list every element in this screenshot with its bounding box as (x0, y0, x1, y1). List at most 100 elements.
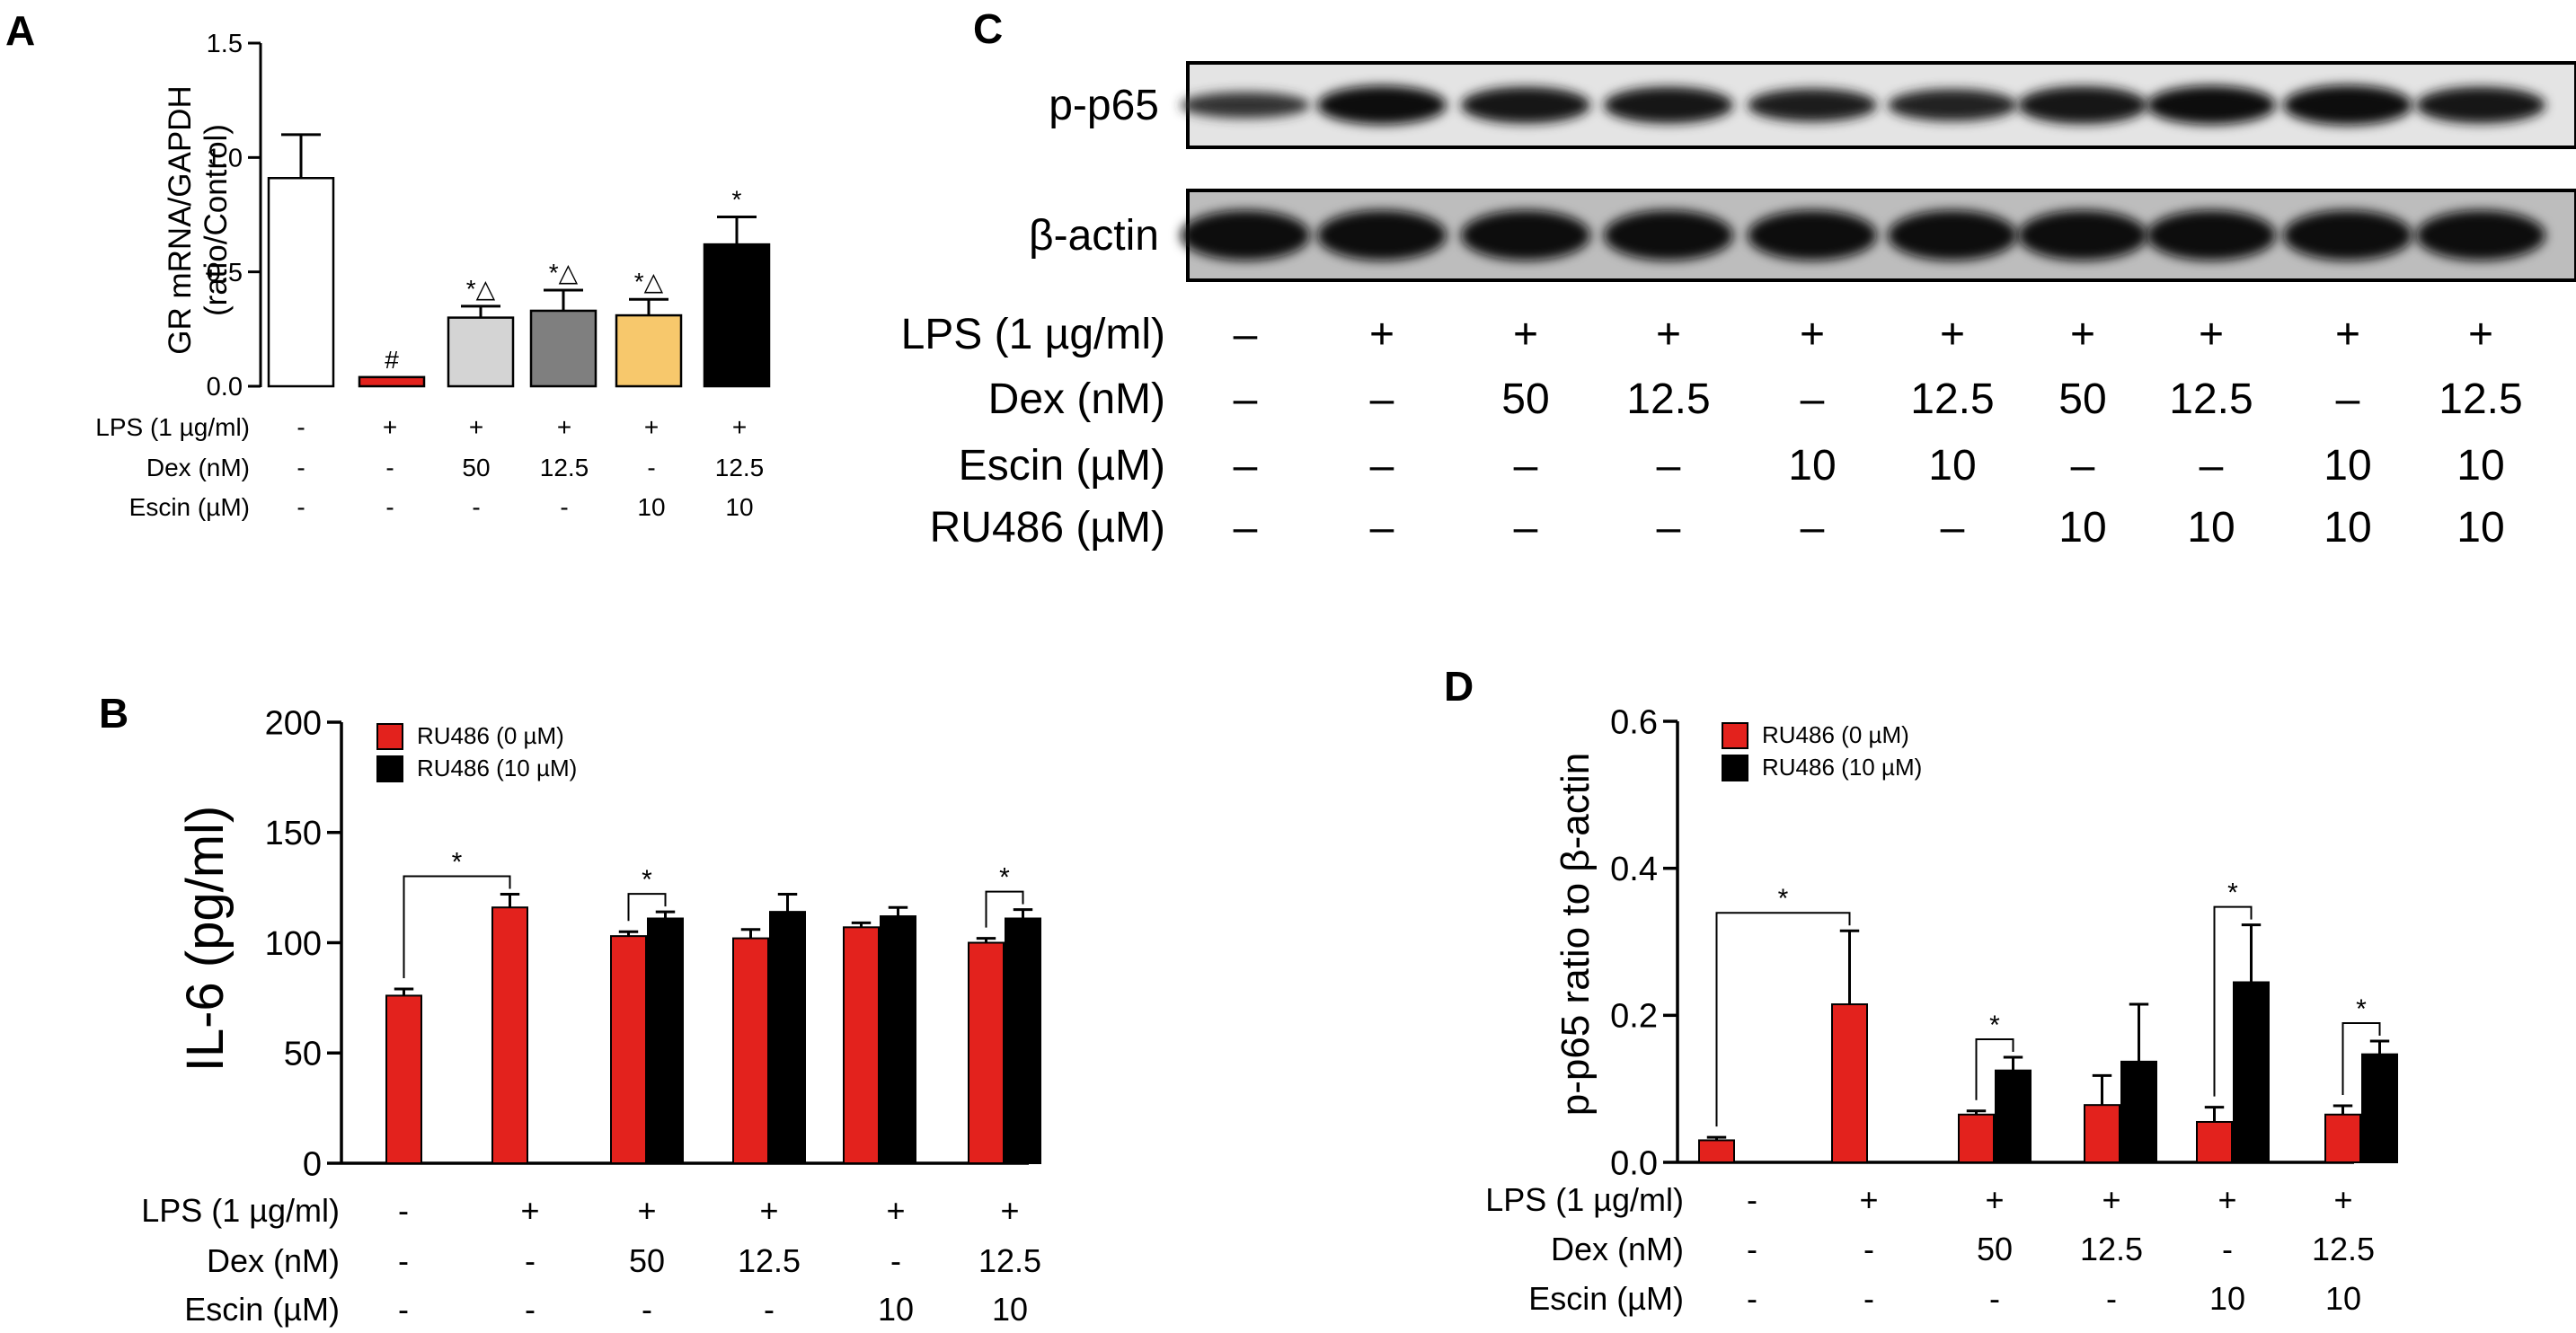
legend-label: RU486 (0 µM) (417, 722, 564, 749)
condition-value: 12.5 (2169, 375, 2253, 423)
condition-value: – (2336, 375, 2360, 423)
significance-mark: * (452, 847, 463, 877)
condition-value: 10 (2324, 504, 2371, 552)
condition-label: Dex (nM) (146, 454, 250, 481)
condition-value: - (560, 493, 568, 521)
condition-value: + (2468, 311, 2493, 358)
condition-value: + (1859, 1181, 1878, 1218)
western-blot-c: p-p65 β-actin LPS (1 µg/ml) – + + + + + + + + + Dex (… (901, 61, 2576, 552)
significance-mark: *△ (634, 268, 664, 296)
condition-value: – (1370, 504, 1394, 552)
condition-value: - (642, 1291, 652, 1328)
legend-swatch (376, 723, 403, 750)
legend-label: RU486 (10 µM) (1762, 754, 1922, 781)
condition-value: – (1801, 504, 1825, 552)
condition-value: 12.5 (978, 1242, 1041, 1279)
significance-mark: * (2356, 994, 2367, 1024)
significance-bracket (985, 890, 1024, 928)
bar (385, 994, 422, 1165)
condition-value: + (469, 413, 483, 441)
chart-a-gr-mrna: 0.0 0.5 1.0 1.5 # *△ *△ *△ * GR mRNA/GAPDH (ratio/… (95, 30, 771, 521)
bar (2120, 1060, 2157, 1163)
y-tick-label: 1.5 (207, 30, 243, 58)
condition-label: Escin (µM) (1528, 1280, 1684, 1317)
condition-value: – (1370, 375, 1394, 423)
condition-value: - (764, 1291, 775, 1328)
condition-value: + (2335, 311, 2360, 358)
blot-band (2416, 210, 2545, 260)
condition-value: - (2222, 1231, 2233, 1267)
condition-value: 12.5 (738, 1242, 801, 1279)
condition-value: - (525, 1242, 536, 1279)
condition-value: + (2217, 1181, 2236, 1218)
condition-value: 10 (725, 493, 753, 521)
blot-band (1604, 86, 1733, 124)
condition-value: – (1234, 375, 1258, 423)
blot-band (1888, 89, 2017, 121)
condition-value: - (1863, 1280, 1874, 1317)
condition-value: 10 (1928, 442, 1976, 490)
significance-mark: *△ (466, 275, 496, 303)
condition-value: - (398, 1242, 409, 1279)
significance-bracket (2213, 905, 2253, 1097)
condition-value: - (1863, 1231, 1874, 1267)
condition-value: + (1656, 311, 1681, 358)
condition-value: + (1940, 311, 1965, 358)
condition-value: 12.5 (1626, 375, 1710, 423)
condition-value: + (759, 1192, 778, 1229)
condition-value: - (1747, 1181, 1757, 1218)
condition-value: – (2200, 442, 2224, 490)
condition-value: 10 (1788, 442, 1836, 490)
condition-label: LPS (1 µg/ml) (901, 311, 1165, 358)
blot-band (1748, 88, 1877, 122)
blot-band (2147, 85, 2276, 125)
condition-value: 50 (1977, 1231, 2013, 1267)
bar (447, 316, 515, 388)
legend-label: RU486 (0 µM) (1762, 721, 1909, 748)
condition-value: 50 (1501, 375, 1549, 423)
y-tick-label: 1.0 (207, 144, 243, 172)
significance-bracket (403, 875, 511, 979)
condition-value: 10 (2187, 504, 2235, 552)
y-tick-label: 0.5 (207, 259, 243, 287)
bar (529, 309, 598, 388)
condition-value: - (1989, 1280, 2000, 1317)
significance-mark: # (385, 346, 399, 374)
condition-value: – (1234, 311, 1258, 358)
significance-mark: * (1778, 884, 1789, 914)
blot-band (1181, 210, 1310, 260)
y-tick-label: 0 (303, 1145, 322, 1183)
bar (968, 941, 1005, 1164)
condition-value: - (1747, 1231, 1757, 1267)
bar (2324, 1113, 2361, 1164)
condition-value: 12.5 (715, 454, 765, 481)
panel-label-c: C (973, 5, 1003, 52)
condition-value: - (1747, 1280, 1757, 1317)
condition-value: 10 (2209, 1280, 2245, 1317)
condition-value: 12.5 (2080, 1231, 2143, 1267)
condition-value: - (525, 1291, 536, 1328)
bar (2361, 1053, 2398, 1163)
condition-label: Dex (nM) (988, 375, 1165, 423)
condition-value: – (1657, 504, 1681, 552)
condition-value: 10 (878, 1291, 914, 1328)
condition-label: Escin (µM) (184, 1291, 340, 1328)
y-axis-label-line1: GR mRNA/GAPDH (163, 85, 198, 354)
condition-label: LPS (1 µg/ml) (95, 413, 250, 441)
y-tick-label: 0.6 (1610, 703, 1658, 741)
panel-label-a: A (5, 7, 35, 54)
condition-value: + (1369, 311, 1394, 358)
condition-value: 10 (637, 493, 665, 521)
condition-label: LPS (1 µg/ml) (1485, 1181, 1684, 1218)
significance-mark: * (732, 186, 742, 214)
y-tick-label: 50 (284, 1036, 322, 1073)
panel-label-b: B (99, 690, 128, 737)
blot-band (1604, 210, 1733, 260)
condition-value: – (1801, 375, 1825, 423)
bar (358, 375, 426, 388)
condition-value: 12.5 (1910, 375, 1994, 423)
legend-swatch (376, 755, 403, 782)
bar (615, 313, 683, 388)
significance-mark: * (1989, 1011, 2000, 1040)
